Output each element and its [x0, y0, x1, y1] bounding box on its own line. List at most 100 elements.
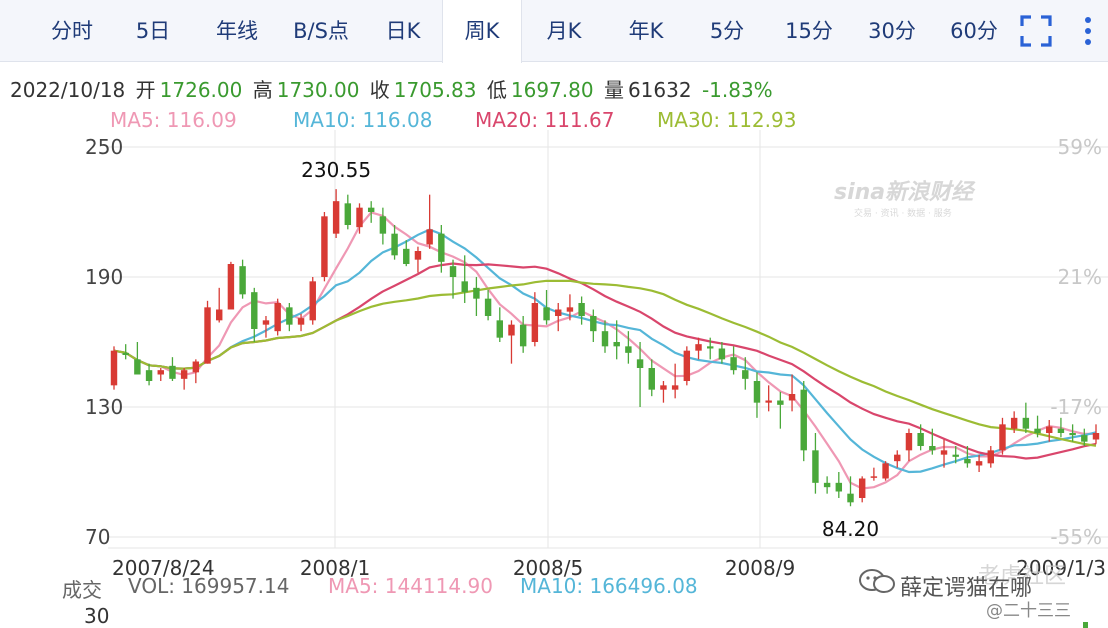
candle-body [1010, 417, 1018, 429]
candle-body [625, 346, 632, 353]
ma10-line [113, 228, 1097, 474]
ma10-legend: MA10: 116.08 [293, 108, 433, 132]
candle-body [823, 482, 831, 488]
author-watermark: 薛定谔猫在哪 [900, 576, 1033, 601]
low-label: 低 [486, 78, 507, 102]
tab-15min[interactable]: 15分 [785, 19, 833, 43]
more-vertical-icon[interactable] [1070, 0, 1106, 62]
candle-body [706, 346, 714, 349]
tab-weekly-k[interactable]: 周K [442, 0, 522, 63]
watermark-brand: sina新浪财经 [834, 179, 976, 205]
candle-body [262, 320, 270, 325]
tab-year-line[interactable]: 年线 [216, 19, 258, 43]
candle-body [847, 493, 854, 503]
candle-body [274, 303, 281, 332]
candle-body [192, 361, 200, 373]
candle-body [297, 318, 305, 325]
candle-body [367, 207, 375, 212]
volume-bar [1083, 622, 1088, 628]
community-watermark: 老虎社区 [978, 564, 1067, 589]
ma30-legend: MA30: 112.93 [657, 108, 797, 132]
ma20-legend: MA20: 111.67 [475, 108, 615, 132]
candle-body [917, 433, 924, 446]
volume-y-tick: 30 [84, 604, 110, 628]
candle-body [461, 281, 468, 293]
close-label: 收 [369, 78, 390, 102]
candle-body [484, 298, 492, 316]
candle-body [660, 385, 667, 390]
candle-body [251, 292, 258, 329]
ma20-line [113, 262, 1097, 460]
close-value: 1705.83 [393, 78, 477, 102]
candle-body [356, 207, 363, 228]
candle-body [636, 359, 644, 368]
tab-bs-points[interactable]: B/S点 [293, 19, 349, 43]
candle-body [169, 365, 176, 379]
candle-body [332, 201, 340, 234]
tab-30min[interactable]: 30分 [868, 19, 916, 43]
candle-body [683, 350, 691, 381]
candle-body [858, 478, 866, 498]
volume-section-label: 成交 [62, 578, 102, 602]
ma5-line [113, 211, 1096, 490]
candle-body [1092, 433, 1100, 440]
candle-body [1034, 428, 1041, 433]
candle-body [566, 307, 574, 312]
tab-daily-k[interactable]: 日K [385, 19, 421, 43]
candle-body [519, 324, 527, 347]
change-percent: -1.83% [701, 78, 773, 102]
candle-body [122, 352, 129, 355]
candle-body [648, 368, 655, 390]
tab-5day[interactable]: 5日 [135, 19, 171, 43]
candle-body [531, 303, 539, 342]
tab-intraday[interactable]: 分时 [51, 19, 93, 43]
high-value: 1730.00 [276, 78, 360, 102]
candle-body [1081, 435, 1088, 442]
low-value: 1697.80 [510, 78, 594, 102]
tab-monthly-k[interactable]: 月K [546, 19, 582, 43]
vol-legend: VOL: 169957.14 [128, 574, 290, 598]
candle-body [414, 251, 422, 260]
candle-body [227, 264, 235, 310]
y-tick-label: 250 [85, 135, 123, 159]
candle-body [321, 216, 328, 277]
pct-tick-label: -55% [1050, 525, 1102, 549]
candle-body [788, 394, 796, 401]
candle-body [344, 203, 352, 225]
candle-body [765, 400, 772, 403]
candle-body [730, 357, 737, 371]
tab-5min[interactable]: 5分 [709, 19, 745, 43]
handle-watermark: @二十三三 [986, 601, 1071, 621]
candle-body [1057, 428, 1065, 433]
sina-finance-watermark: sina新浪财经 交易 · 资讯 · 数据 · 服务 [834, 179, 976, 219]
candle-body [157, 370, 164, 375]
tab-yearly-k[interactable]: 年K [628, 19, 664, 43]
candle-body [800, 389, 807, 451]
y-tick-label: 70 [85, 525, 110, 549]
tab-60min[interactable]: 60分 [950, 19, 998, 43]
candle-body [671, 385, 679, 390]
candle-body [1069, 433, 1076, 436]
candle-body [473, 287, 480, 299]
fullscreen-icon[interactable] [1016, 0, 1056, 62]
candle-body [180, 370, 188, 379]
candle-body [215, 309, 223, 321]
vol-ma5-legend: MA5: 144114.90 [328, 574, 493, 598]
social-watermark: 老虎社区 薛定谔猫在哪 @二十三三 [858, 558, 1104, 622]
pct-tick-label: 21% [1058, 265, 1102, 289]
ma30-line [113, 279, 1097, 447]
wechat-icon [858, 568, 896, 600]
candle-body [309, 281, 316, 321]
candle-body [508, 324, 515, 336]
ma5-legend: MA5: 116.09 [110, 108, 237, 132]
candle-body [742, 370, 749, 379]
candle-body [239, 266, 246, 295]
high-label: 高 [252, 78, 273, 102]
candle-body [578, 303, 585, 316]
candle-body [391, 233, 398, 256]
candle-body [204, 307, 211, 364]
candle-body [835, 482, 843, 492]
candle-body [1022, 417, 1030, 429]
candle-body [929, 446, 936, 451]
